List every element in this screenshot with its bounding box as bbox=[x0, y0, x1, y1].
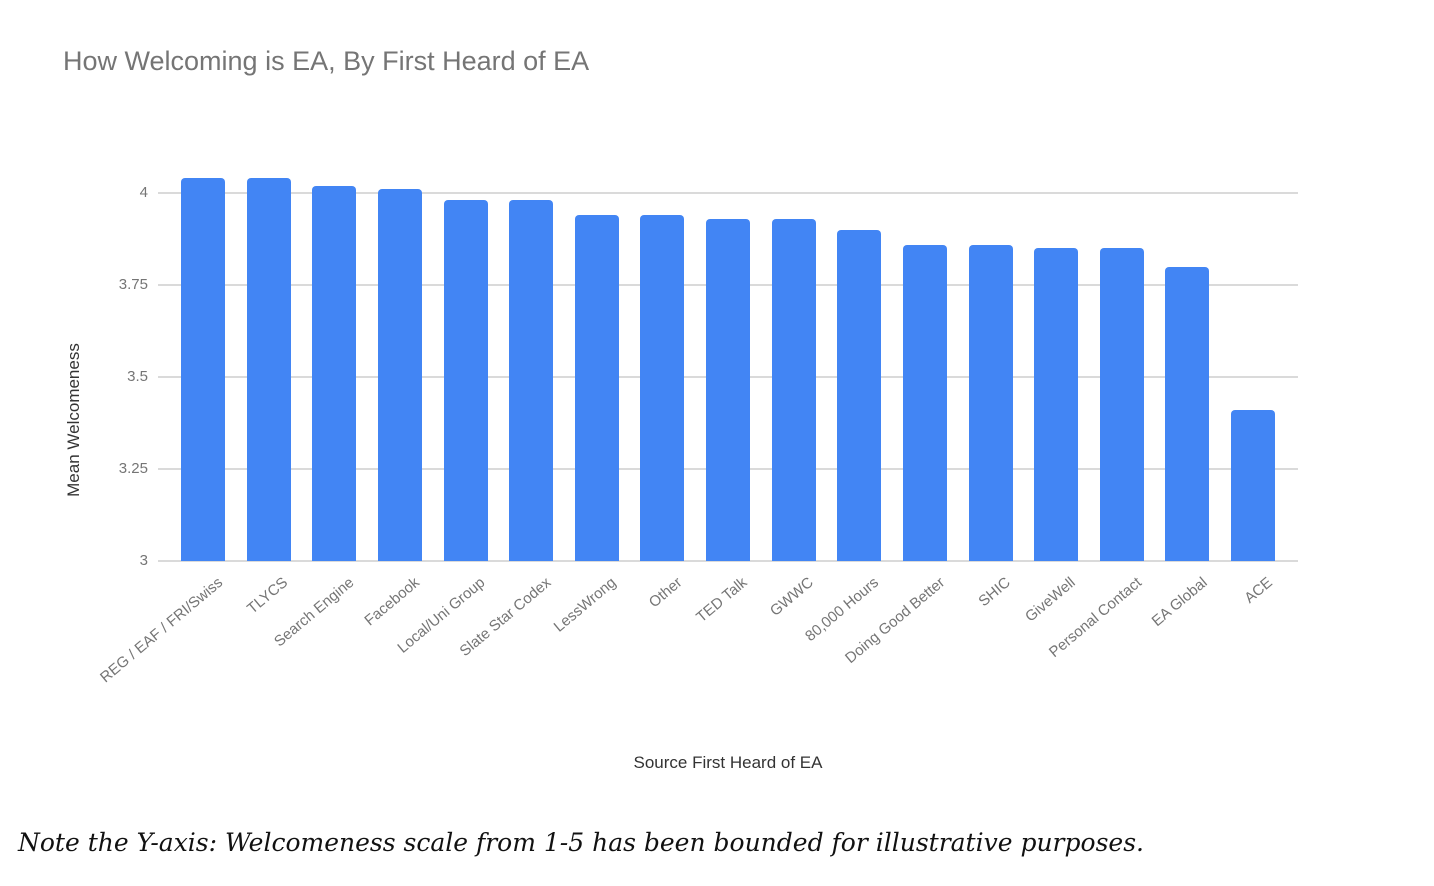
x-category-label: TLYCS bbox=[244, 574, 292, 618]
x-category-label: GiveWell bbox=[1022, 574, 1080, 626]
y-tick-label: 3.75 bbox=[118, 276, 148, 293]
y-tick-label: 3.25 bbox=[118, 460, 148, 477]
x-category-label: TED Talk bbox=[693, 574, 751, 626]
x-category-label: SHIC bbox=[975, 574, 1014, 611]
bar bbox=[1099, 248, 1144, 561]
x-category-label: LessWrong bbox=[550, 574, 620, 636]
x-category-label: Other bbox=[645, 574, 686, 612]
gridline bbox=[158, 560, 1298, 562]
x-category-label: Facebook bbox=[361, 574, 423, 630]
bar bbox=[1165, 266, 1210, 561]
footnote: Note the Y-axis: Welcomeness scale from … bbox=[18, 828, 1144, 857]
bar bbox=[968, 244, 1013, 561]
bar bbox=[1231, 410, 1275, 561]
bar bbox=[181, 178, 225, 561]
y-tick-label: 4 bbox=[139, 184, 148, 201]
chart-title: How Welcoming is EA, By First Heard of E… bbox=[63, 46, 590, 76]
bar bbox=[706, 218, 750, 561]
x-axis-title: Source First Heard of EA bbox=[633, 753, 823, 772]
bar bbox=[640, 215, 685, 561]
plot-area bbox=[158, 170, 1298, 562]
bar bbox=[509, 200, 554, 561]
y-tick-label: 3.5 bbox=[127, 368, 148, 385]
bar bbox=[1034, 248, 1079, 561]
x-category-label: REG / EAF / FRI/Swiss bbox=[96, 574, 226, 687]
bar bbox=[771, 218, 816, 561]
bar bbox=[574, 215, 619, 561]
bar bbox=[312, 185, 357, 561]
x-category-label: GWWC bbox=[766, 574, 817, 620]
bar bbox=[902, 244, 947, 561]
bar bbox=[443, 200, 488, 561]
bar bbox=[246, 178, 291, 561]
bar bbox=[837, 229, 882, 561]
x-category-label: EA Global bbox=[1148, 574, 1211, 630]
x-category-label: ACE bbox=[1241, 574, 1276, 607]
y-tick-label: 3 bbox=[139, 552, 148, 569]
bar bbox=[377, 189, 422, 561]
gridline bbox=[158, 192, 1298, 194]
